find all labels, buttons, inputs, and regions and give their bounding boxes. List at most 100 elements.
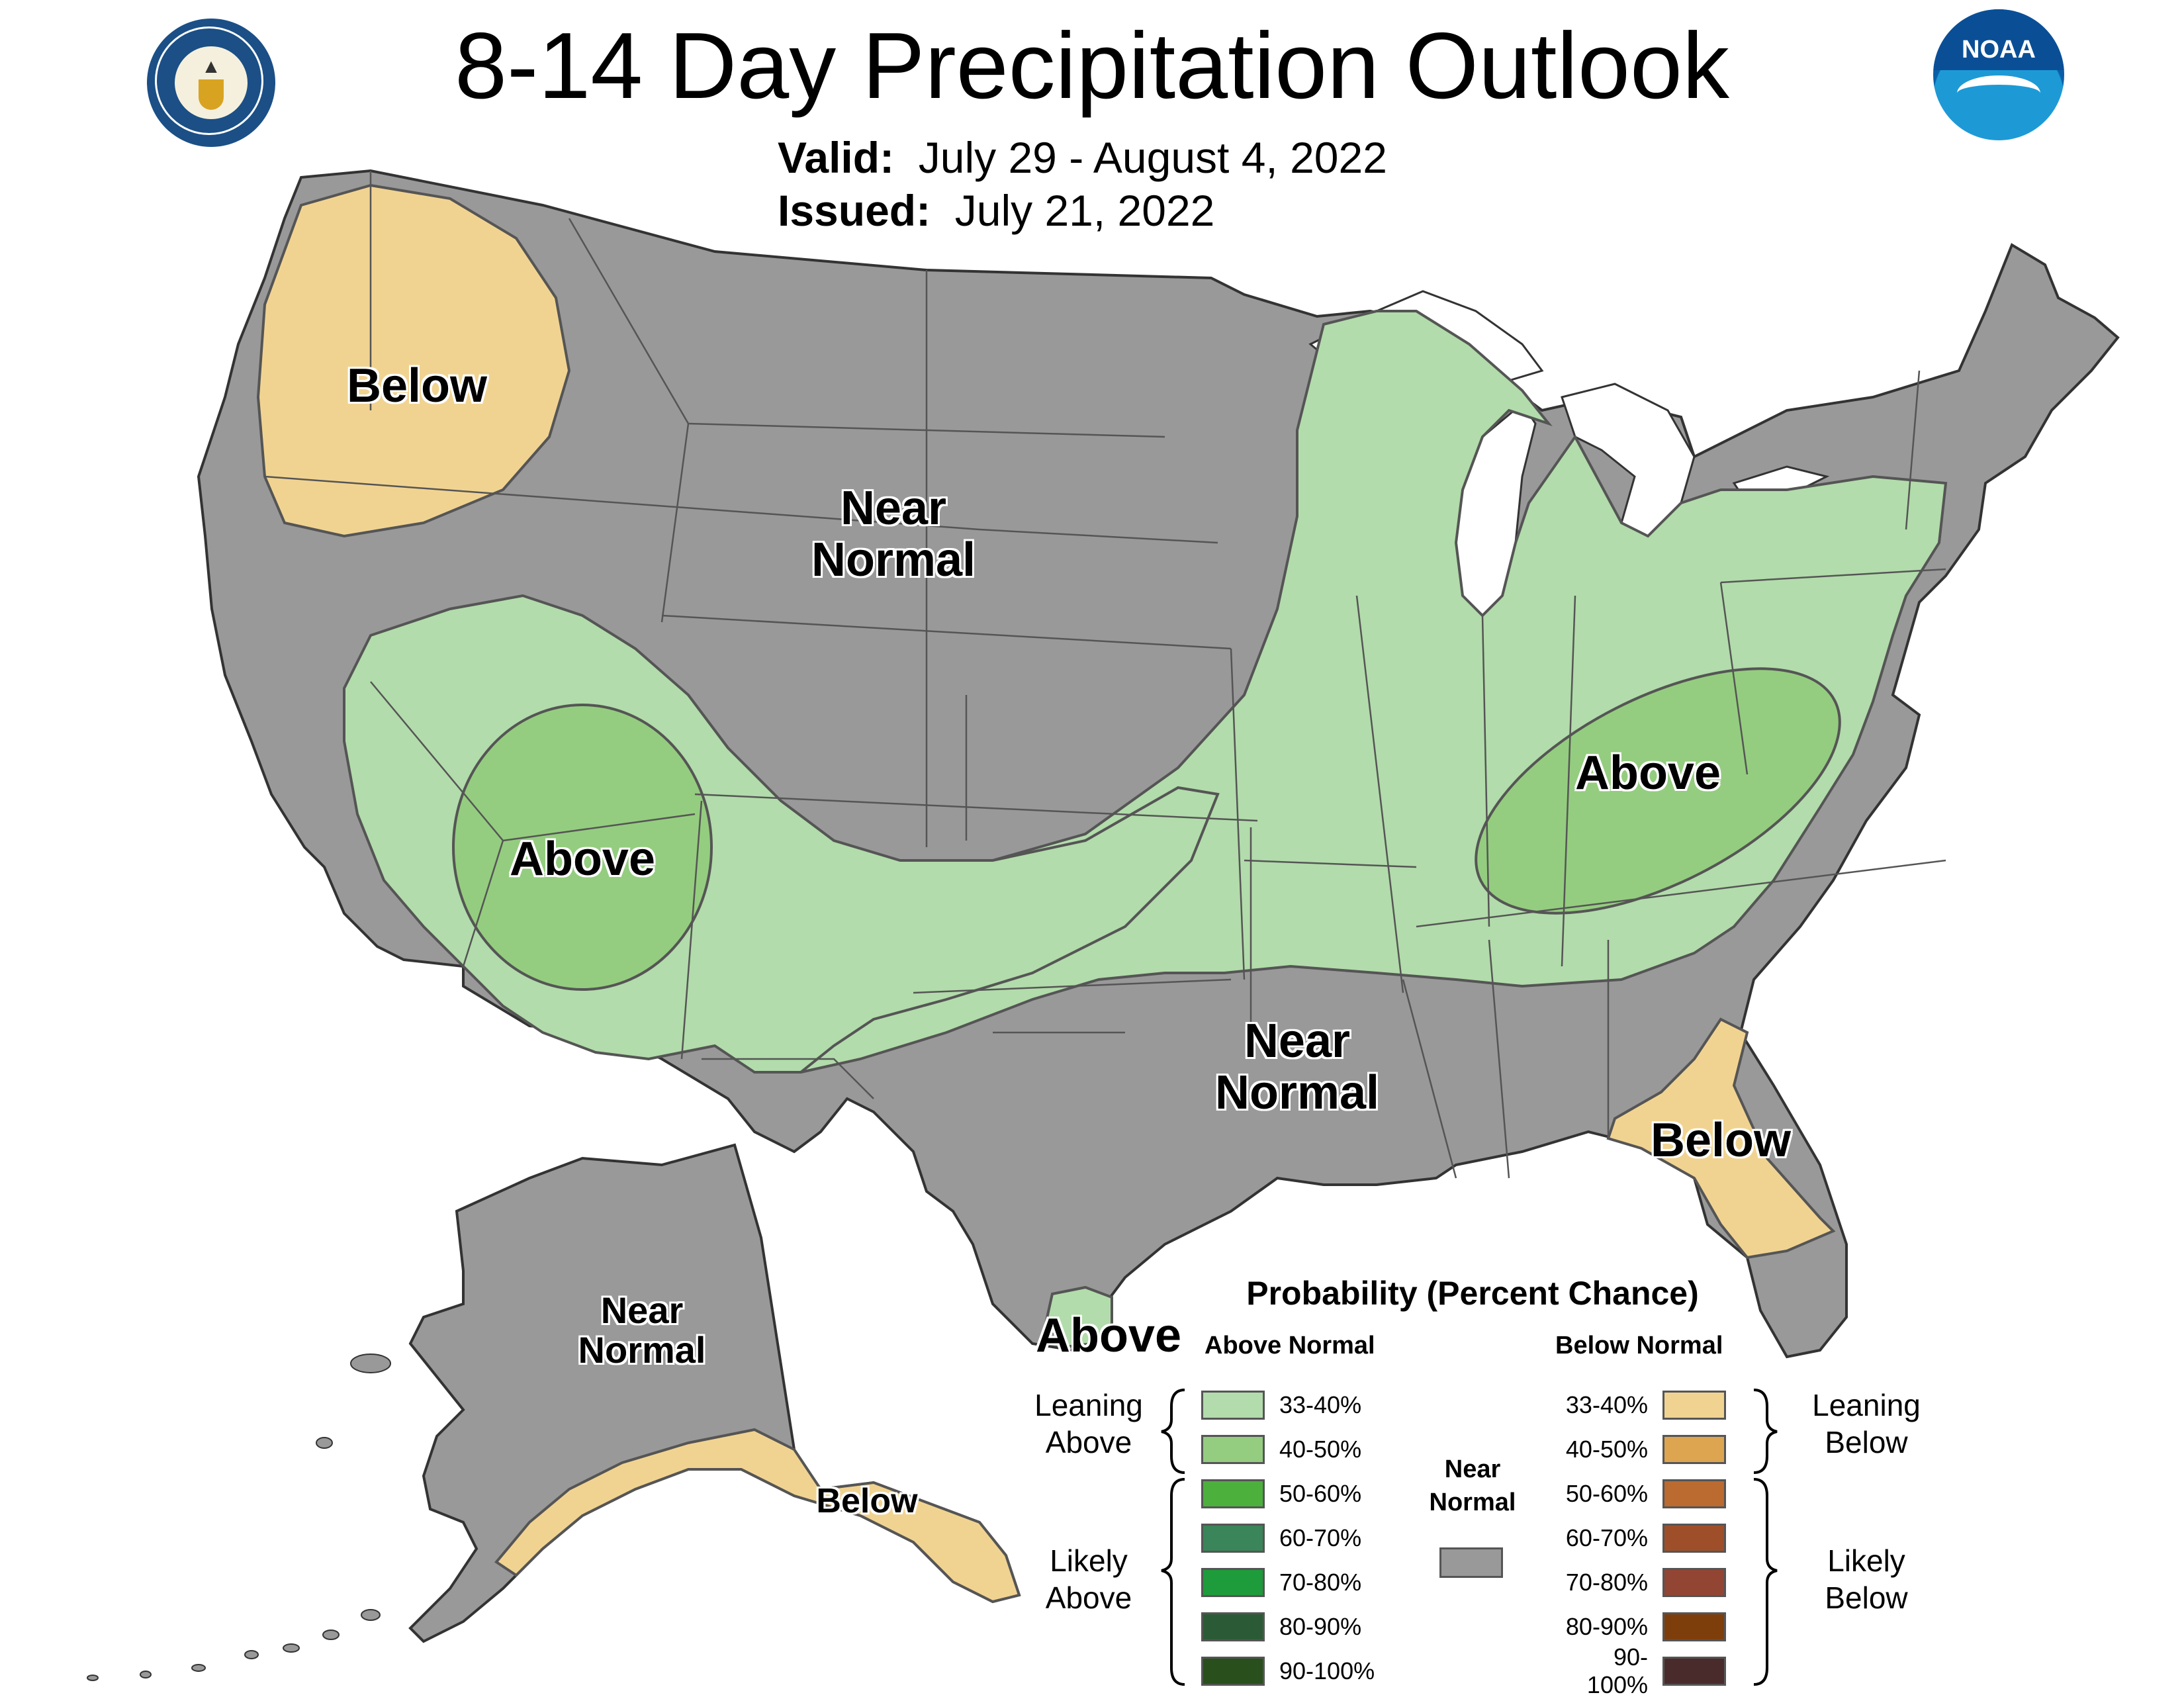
leaning-below-region-southeast	[1606, 1017, 1836, 1260]
label-northwest-below: Below	[346, 359, 488, 412]
legend-below-row: 50-60%	[1555, 1477, 1726, 1510]
label-north-near: Near	[840, 482, 947, 535]
legend-above-row: 70-80%	[1201, 1566, 1361, 1599]
aleutian-islands	[87, 1354, 391, 1681]
label-alaska-near: Near	[600, 1289, 684, 1331]
legend-likely-above: Likely Above	[1009, 1542, 1168, 1616]
legend-leaning-below-line2: Below	[1825, 1425, 1908, 1459]
legend-swatch	[1201, 1435, 1265, 1464]
label-east-above: Above	[1574, 747, 1721, 800]
legend-below-row: 90-100%	[1555, 1643, 1726, 1698]
label-south-near-normal: Near Normal	[1185, 1015, 1410, 1119]
legend-above-row: 60-70%	[1201, 1522, 1361, 1555]
legend-below-row: 60-70%	[1555, 1522, 1726, 1555]
legend-likely-below: Likely Below	[1787, 1542, 1946, 1616]
legend-swatch	[1201, 1479, 1265, 1508]
legend-swatch-label: 80-90%	[1279, 1613, 1362, 1640]
legend-swatch	[1201, 1391, 1265, 1420]
department-of-commerce-seal: ▲	[147, 19, 275, 147]
noaa-logo-top	[1933, 9, 2064, 70]
legend-near-normal-swatch	[1439, 1547, 1503, 1578]
legend-near-normal-label: Near Normal	[1416, 1453, 1529, 1519]
legend-swatch-label: 50-60%	[1279, 1480, 1362, 1507]
legend-swatch	[1201, 1612, 1265, 1641]
legend-leaning-below-line1: Leaning	[1812, 1388, 1921, 1422]
legend-swatch	[1662, 1479, 1726, 1508]
valid-value: July 29 - August 4, 2022	[918, 133, 1387, 182]
leaning-below-region-northwest	[256, 183, 571, 538]
legend-swatch-label: 80-90%	[1565, 1613, 1648, 1640]
above-40-50-east	[1475, 667, 1841, 915]
legend-swatch-label: 90-100%	[1586, 1643, 1648, 1698]
label-alaska-near-normal: Near Normal	[549, 1289, 735, 1371]
legend-swatch-label: 60-70%	[1565, 1524, 1648, 1551]
issued-date: Issued: July 21, 2022	[778, 185, 1214, 236]
legend-below-row: 70-80%	[1555, 1566, 1726, 1599]
legend-swatch-label: 90-100%	[1279, 1657, 1375, 1684]
legend-near-line1: Near	[1444, 1455, 1501, 1483]
legend-below-row: 80-90%	[1555, 1610, 1726, 1643]
valid-label: Valid:	[778, 133, 895, 182]
legend-swatch	[1662, 1435, 1726, 1464]
noaa-logo-text: NOAA	[1962, 36, 2036, 64]
label-north-normal: Normal	[811, 533, 976, 586]
label-south-texas-above: Above	[1035, 1309, 1182, 1362]
page-title: 8-14 Day Precipitation Outlook	[455, 13, 1729, 118]
legend-above-row: 50-60%	[1201, 1477, 1361, 1510]
legend-swatch-label: 70-80%	[1565, 1569, 1648, 1596]
legend-leaning-above: Leaning Above	[1009, 1387, 1168, 1461]
legend-swatch-label: 50-60%	[1565, 1480, 1648, 1507]
legend-below-header: Below Normal	[1555, 1332, 1723, 1359]
above-40-50-southwest	[452, 704, 713, 991]
legend-swatch	[1662, 1391, 1726, 1420]
eagle-icon: ▲	[201, 56, 221, 77]
legend-above-header: Above Normal	[1205, 1332, 1375, 1359]
legend-above-row: 33-40%	[1201, 1389, 1361, 1422]
legend-swatch-label: 70-80%	[1279, 1569, 1362, 1596]
legend-swatch-label: 40-50%	[1279, 1436, 1362, 1463]
legend-swatch-label: 60-70%	[1279, 1524, 1362, 1551]
legend-likely-above-line1: Likely	[1050, 1543, 1128, 1578]
legend-leaning-below: Leaning Below	[1787, 1387, 1946, 1461]
legend-above-row: 80-90%	[1201, 1610, 1361, 1643]
label-south-near: Near	[1244, 1015, 1351, 1068]
noaa-logo: NOAA	[1933, 9, 2064, 140]
state-boundaries	[264, 171, 1946, 1179]
shield-icon	[199, 79, 224, 110]
legend-swatch	[1201, 1568, 1265, 1597]
legend-swatch	[1662, 1657, 1726, 1686]
label-alaska-below: Below	[816, 1482, 918, 1520]
leaning-above-region-south-texas	[1044, 1285, 1113, 1349]
issued-label: Issued:	[778, 186, 931, 235]
label-southeast-below: Below	[1650, 1114, 1792, 1167]
alaska-below-region	[494, 1428, 1021, 1604]
legend-swatch	[1662, 1612, 1726, 1641]
seal-ring	[155, 26, 263, 135]
legend-swatch-label: 33-40%	[1565, 1391, 1648, 1418]
legend-swatch-label: 33-40%	[1279, 1391, 1362, 1418]
label-southwest-above: Above	[509, 833, 656, 886]
legend-near-line2: Normal	[1429, 1489, 1516, 1516]
legend-likely-below-line1: Likely	[1827, 1543, 1905, 1578]
legend-swatch	[1662, 1524, 1726, 1553]
legend-title: Probability (Percent Chance)	[1246, 1275, 1699, 1312]
legend-below-row: 40-50%	[1555, 1433, 1726, 1466]
legend-likely-above-line2: Above	[1045, 1581, 1132, 1615]
issued-value: July 21, 2022	[954, 186, 1215, 235]
label-south-normal: Normal	[1214, 1066, 1380, 1119]
legend-likely-below-line2: Below	[1825, 1581, 1908, 1615]
legend-swatch-label: 40-50%	[1565, 1436, 1648, 1463]
label-north-near-normal: Near Normal	[781, 482, 1006, 586]
legend-above-row: 90-100%	[1201, 1655, 1375, 1688]
noaa-bird-icon	[1957, 75, 2040, 111]
valid-dates: Valid: July 29 - August 4, 2022	[778, 132, 1387, 183]
legend-leaning-above-line2: Above	[1045, 1425, 1132, 1459]
legend-below-row: 33-40%	[1555, 1389, 1726, 1422]
legend-swatch	[1201, 1657, 1265, 1686]
label-alaska-normal: Normal	[578, 1329, 706, 1371]
legend-swatch	[1662, 1568, 1726, 1597]
legend-above-row: 40-50%	[1201, 1433, 1361, 1466]
legend-swatch	[1201, 1524, 1265, 1553]
legend-leaning-above-line1: Leaning	[1034, 1388, 1143, 1422]
